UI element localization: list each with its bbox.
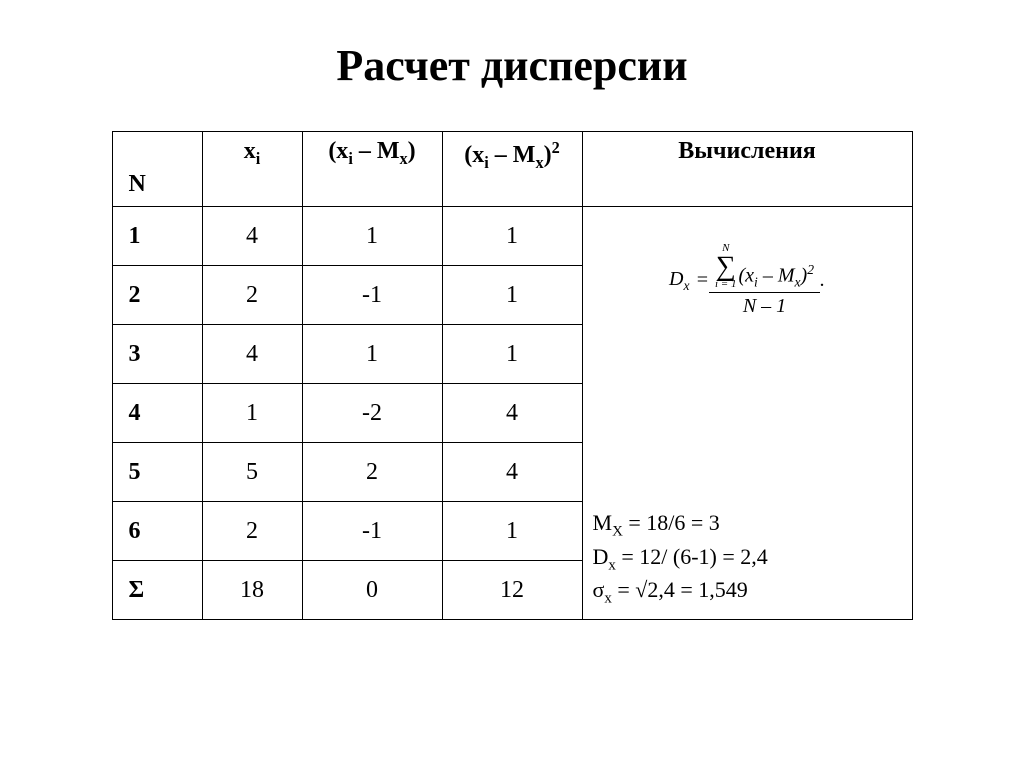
header-xi-base: x [244, 138, 256, 164]
cell-n: 5 [112, 443, 202, 502]
cell-n: 4 [112, 384, 202, 443]
r3a: σ [593, 577, 605, 602]
formula-numerator: N ∑ i = 1 (xi – Mx)2 [709, 243, 820, 293]
header-calc-text: Вычисления [678, 138, 816, 164]
result-stddev: σx = √2,4 = 1,549 [593, 575, 902, 609]
cell-dev: -1 [302, 266, 442, 325]
r3b: = √2,4 = 1,549 [612, 577, 748, 602]
header-deviation: (xi – Mx) [302, 132, 442, 207]
cell-sq: 4 [442, 384, 582, 443]
result-mean: MX = 18/6 = 3 [593, 508, 902, 542]
formula-trailing: . [820, 269, 825, 292]
sum-label: Σ [112, 561, 202, 620]
cell-xi: 5 [202, 443, 302, 502]
formula-dx-sub: x [683, 278, 689, 293]
term-open: (x [738, 264, 754, 286]
cell-n: 1 [112, 207, 202, 266]
r2a: D [593, 544, 609, 569]
table-header-row: N xi (xi – Mx) (xi – Mx)2 Вычисления [112, 132, 912, 207]
formula-dx-base: D [669, 268, 683, 290]
hdr-dev-close: ) [408, 138, 416, 164]
cell-xi: 2 [202, 502, 302, 561]
header-squared: (xi – Mx)2 [442, 132, 582, 207]
formula-term: (xi – Mx)2 [738, 262, 814, 291]
r1a: M [593, 510, 613, 535]
cell-n: 3 [112, 325, 202, 384]
cell-sq: 1 [442, 325, 582, 384]
header-xi: xi [202, 132, 302, 207]
sigma-lower: i = 1 [715, 279, 736, 290]
term-mid: – M [758, 264, 795, 286]
table-row: 1 4 1 1 Dx = [112, 207, 912, 266]
r1s: X [612, 524, 623, 540]
page-title: Расчет дисперсии [40, 40, 984, 91]
sum-xi: 18 [202, 561, 302, 620]
r2b: = 12/ (6-1) = 2,4 [616, 544, 768, 569]
cell-dev: 1 [302, 207, 442, 266]
cell-dev: 1 [302, 325, 442, 384]
results-block: MX = 18/6 = 3 Dx = 12/ (6-1) = 2,4 σx = … [593, 508, 902, 609]
result-variance: Dx = 12/ (6-1) = 2,4 [593, 542, 902, 576]
cell-xi: 4 [202, 207, 302, 266]
cell-xi: 2 [202, 266, 302, 325]
sigma-icon: N ∑ i = 1 [715, 243, 736, 290]
sum-sq: 12 [442, 561, 582, 620]
hdr-sq-close: ) [544, 142, 552, 168]
cell-dev: -1 [302, 502, 442, 561]
r2s: x [608, 557, 615, 573]
hdr-sq-mid: – M [489, 142, 536, 168]
slide: Расчет дисперсии N xi (xi – Mx) (xi – Mx… [0, 0, 1024, 620]
hdr-dev-sub2: x [400, 149, 408, 168]
sum-dev: 0 [302, 561, 442, 620]
cell-sq: 4 [442, 443, 582, 502]
cell-xi: 4 [202, 325, 302, 384]
sigma-symbol: ∑ [716, 254, 736, 279]
formula-equals: = [696, 269, 710, 292]
cell-sq: 1 [442, 502, 582, 561]
formula-wrapper: Dx = N ∑ i = 1 [593, 221, 902, 609]
cell-sq: 1 [442, 266, 582, 325]
variance-formula: Dx = N ∑ i = 1 [593, 221, 902, 318]
term-sup: 2 [807, 262, 814, 277]
hdr-sq-open: (x [464, 142, 484, 168]
cell-n: 2 [112, 266, 202, 325]
formula-denominator: N – 1 [743, 293, 786, 318]
header-xi-sub: i [256, 149, 261, 168]
formula-dx-label: Dx [669, 268, 690, 294]
cell-dev: 2 [302, 443, 442, 502]
formula-fraction: N ∑ i = 1 (xi – Mx)2 N – 1 [709, 243, 820, 318]
hdr-sq-sub2: x [535, 153, 543, 172]
header-n: N [112, 132, 202, 207]
variance-table: N xi (xi – Mx) (xi – Mx)2 Вычисления 1 [112, 131, 913, 620]
cell-dev: -2 [302, 384, 442, 443]
header-calculations: Вычисления [582, 132, 912, 207]
r3s: x [604, 591, 611, 607]
cell-n: 6 [112, 502, 202, 561]
r1b: = 18/6 = 3 [623, 510, 720, 535]
header-n-text: N [129, 171, 146, 197]
hdr-dev-mid: – M [353, 138, 400, 164]
hdr-sq-sup: 2 [552, 138, 560, 157]
cell-sq: 1 [442, 207, 582, 266]
cell-xi: 1 [202, 384, 302, 443]
hdr-dev-open: (x [328, 138, 348, 164]
calculations-cell: Dx = N ∑ i = 1 [582, 207, 912, 620]
